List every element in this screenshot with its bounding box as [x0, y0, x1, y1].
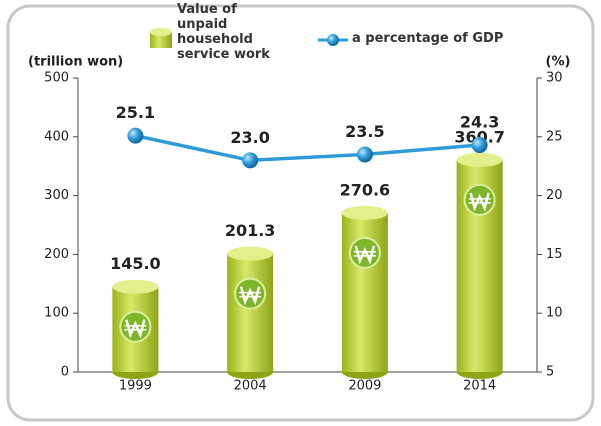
y-tick-label: 300 [44, 188, 69, 203]
legend [150, 28, 348, 48]
y-tick-label: 500 [44, 71, 69, 86]
data-label: 360.7 [454, 127, 505, 146]
legend-bar-icon-top [150, 28, 172, 36]
marker [127, 127, 144, 144]
legend-line-label: a percentage of GDP [352, 31, 504, 46]
legend-marker-icon [327, 34, 339, 46]
marker [471, 137, 488, 154]
legend-bar-label: Value of unpaid household service work [177, 2, 270, 62]
y2-tick-label: 20 [546, 188, 563, 203]
bar-top [341, 205, 388, 220]
marker [356, 146, 373, 163]
y2-axis-label: (%) [546, 55, 571, 70]
y2-tick-label: 5 [546, 365, 554, 380]
data-label: 145.0 [110, 254, 161, 273]
x-tick-label: 1999 [119, 379, 152, 394]
frame [6, 4, 595, 422]
y-tick-label: 400 [44, 129, 69, 144]
y2-tick-label: 10 [546, 306, 563, 321]
y-tick-label: 200 [44, 247, 69, 262]
marker [242, 152, 259, 169]
bar [227, 253, 274, 372]
data-label: 25.1 [116, 103, 155, 122]
data-label: 24.3 [460, 113, 499, 132]
y-tick-label: 0 [61, 365, 69, 380]
data-label: 23.5 [345, 122, 384, 141]
x-tick-label: 2014 [463, 379, 496, 394]
data-label: 23.0 [230, 128, 269, 147]
bar-top [227, 246, 274, 261]
x-tick-label: 2009 [348, 379, 381, 394]
y-axis-label: (trillion won) [28, 55, 123, 70]
bar [341, 212, 388, 372]
y2-tick-label: 30 [546, 71, 563, 86]
x-tick-label: 2004 [234, 379, 267, 394]
legend-bar-icon [150, 32, 172, 48]
y-tick-label: 100 [44, 306, 69, 321]
data-label: 201.3 [225, 221, 276, 240]
y2-tick-label: 25 [546, 129, 563, 144]
y2-tick-label: 15 [546, 247, 563, 262]
line [135, 133, 480, 163]
bar-top [456, 152, 503, 167]
data-label: 270.6 [340, 180, 391, 199]
bar-top [112, 279, 159, 294]
